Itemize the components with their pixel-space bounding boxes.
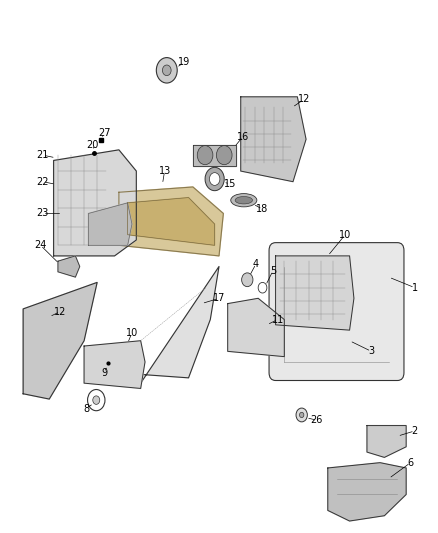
Polygon shape — [367, 425, 406, 457]
FancyBboxPatch shape — [269, 243, 404, 381]
Polygon shape — [193, 144, 237, 166]
Text: 22: 22 — [36, 176, 49, 187]
Ellipse shape — [231, 193, 257, 207]
Circle shape — [88, 390, 105, 411]
Text: 27: 27 — [98, 128, 111, 138]
Polygon shape — [119, 187, 223, 256]
Polygon shape — [84, 341, 145, 389]
Text: 21: 21 — [36, 150, 49, 160]
Text: 20: 20 — [87, 140, 99, 150]
Text: 13: 13 — [159, 166, 171, 176]
Circle shape — [258, 282, 267, 293]
Circle shape — [93, 396, 100, 405]
Circle shape — [197, 146, 213, 165]
Text: 19: 19 — [178, 58, 190, 67]
Polygon shape — [53, 150, 136, 256]
Circle shape — [296, 408, 307, 422]
Polygon shape — [228, 298, 284, 357]
Text: 23: 23 — [36, 208, 49, 219]
Circle shape — [156, 58, 177, 83]
Polygon shape — [58, 256, 80, 277]
Polygon shape — [127, 198, 215, 245]
Circle shape — [209, 173, 220, 185]
Polygon shape — [241, 97, 306, 182]
Text: 3: 3 — [368, 346, 374, 357]
Text: 12: 12 — [54, 306, 66, 317]
Text: 17: 17 — [213, 293, 225, 303]
Text: 1: 1 — [412, 282, 418, 293]
Circle shape — [216, 146, 232, 165]
Circle shape — [242, 273, 253, 287]
Polygon shape — [328, 463, 406, 521]
Polygon shape — [88, 203, 132, 245]
Text: 26: 26 — [311, 415, 323, 425]
Circle shape — [162, 65, 171, 76]
Text: 16: 16 — [237, 132, 249, 142]
Text: 10: 10 — [126, 328, 138, 338]
Text: 6: 6 — [407, 458, 413, 467]
Ellipse shape — [235, 197, 253, 204]
Text: 10: 10 — [339, 230, 351, 240]
Text: 12: 12 — [298, 94, 310, 104]
Text: 4: 4 — [253, 259, 259, 269]
Text: 5: 5 — [270, 266, 276, 276]
Text: 24: 24 — [34, 240, 47, 251]
Text: 9: 9 — [101, 368, 107, 377]
Circle shape — [300, 413, 304, 418]
Circle shape — [205, 167, 224, 191]
Text: 2: 2 — [412, 426, 418, 436]
Text: 15: 15 — [224, 179, 236, 189]
Polygon shape — [276, 256, 354, 330]
Polygon shape — [115, 266, 219, 383]
Text: 8: 8 — [83, 403, 89, 414]
Text: 11: 11 — [272, 314, 284, 325]
Text: 18: 18 — [256, 204, 268, 214]
Polygon shape — [23, 282, 97, 399]
